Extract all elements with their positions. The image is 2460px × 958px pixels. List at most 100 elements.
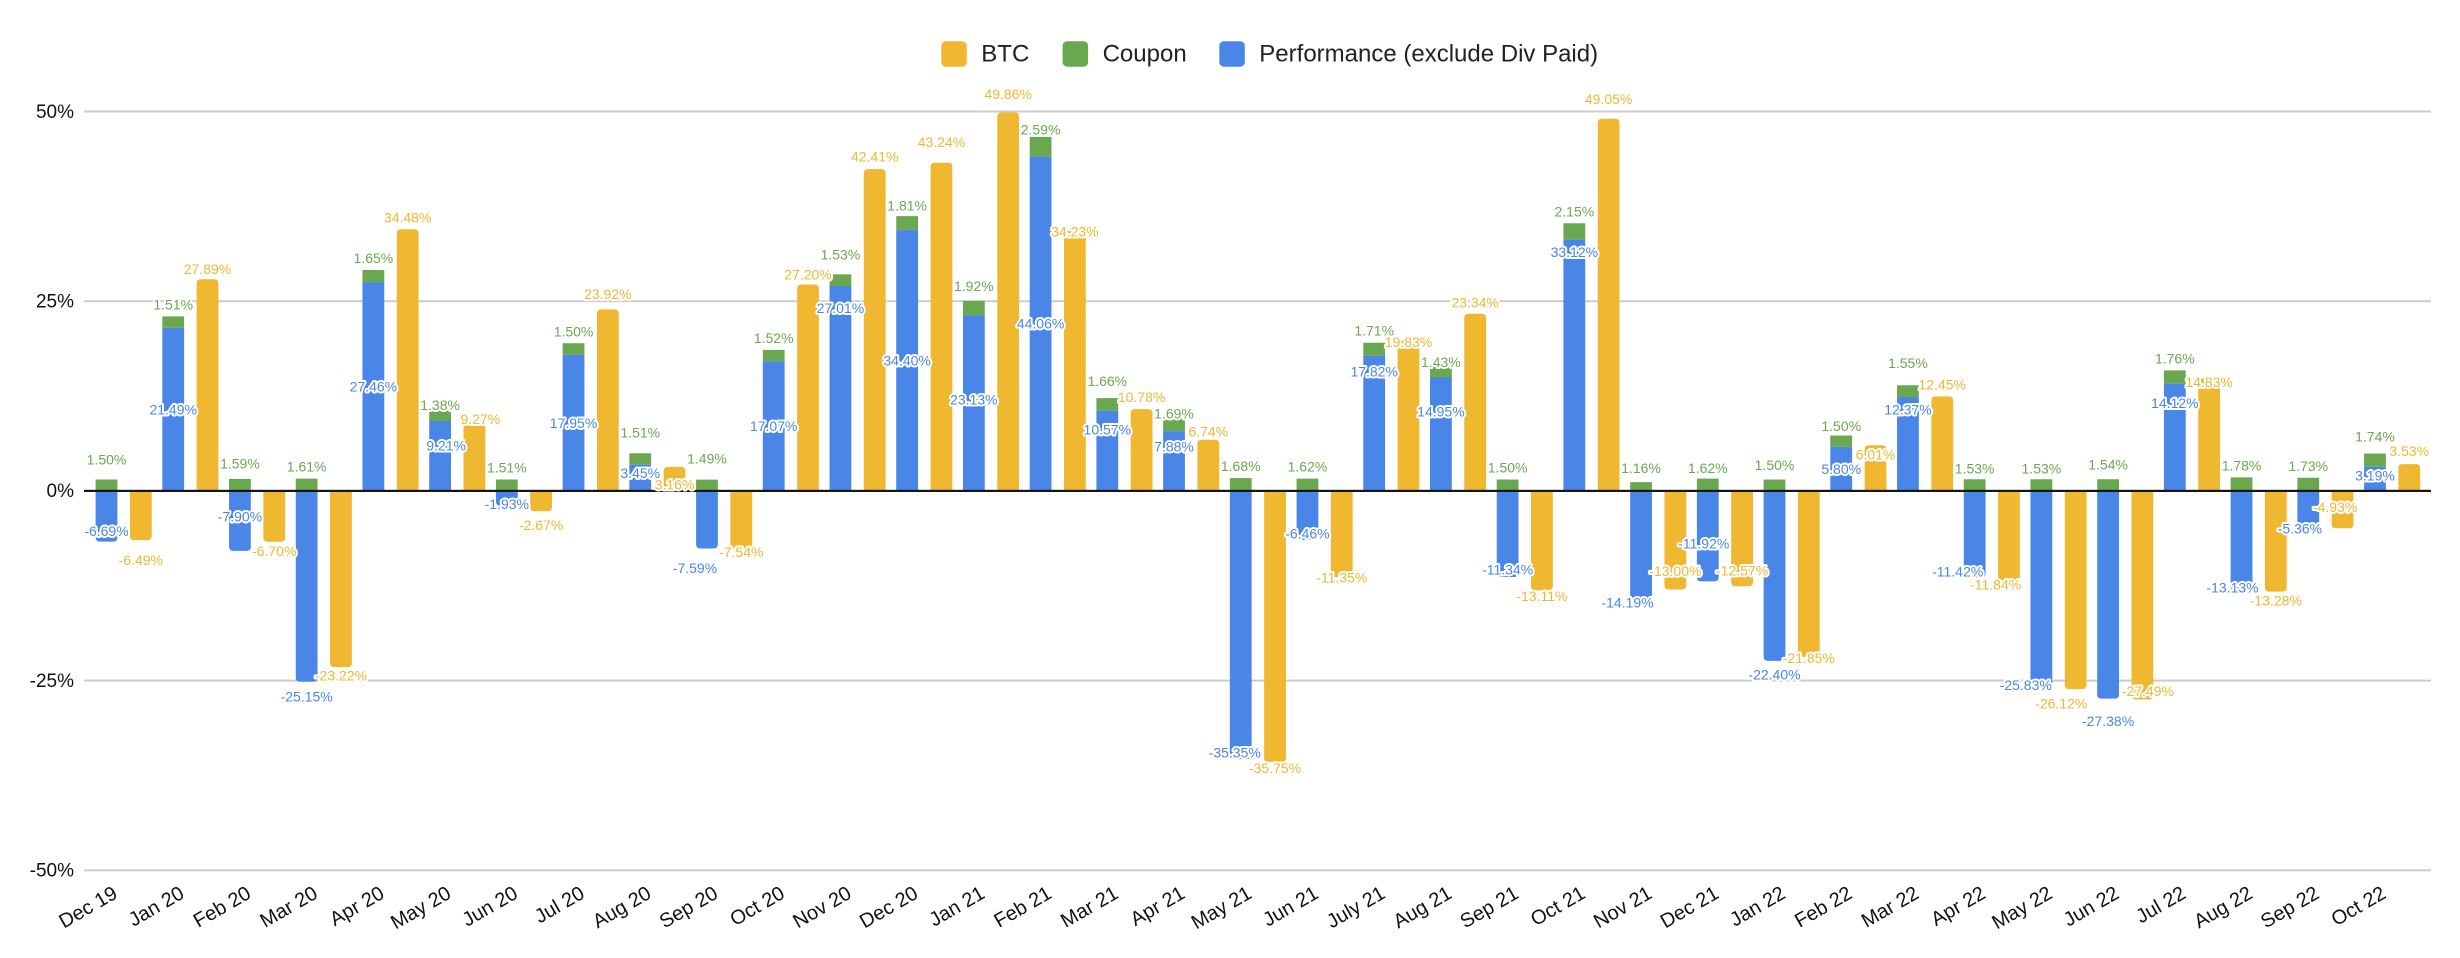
svg-text:Coupon: Coupon — [1103, 40, 1187, 67]
svg-text:1.52%: 1.52% — [754, 330, 794, 346]
svg-text:-25.83%: -25.83% — [2000, 677, 2052, 693]
svg-text:1.54%: 1.54% — [2088, 457, 2128, 473]
svg-text:-2.67%: -2.67% — [519, 517, 563, 533]
svg-text:19.83%: 19.83% — [1385, 334, 1432, 350]
svg-text:-4.93%: -4.93% — [2313, 499, 2357, 515]
svg-text:34.23%: 34.23% — [1051, 224, 1098, 240]
svg-text:1.78%: 1.78% — [2222, 458, 2262, 474]
svg-text:-7.90%: -7.90% — [218, 508, 262, 524]
svg-text:1.49%: 1.49% — [687, 451, 727, 467]
svg-text:1.51%: 1.51% — [620, 425, 660, 441]
svg-text:27.89%: 27.89% — [184, 261, 231, 277]
svg-text:6.74%: 6.74% — [1188, 423, 1228, 439]
svg-text:1.62%: 1.62% — [1288, 459, 1328, 475]
svg-text:-6.70%: -6.70% — [252, 543, 296, 559]
svg-text:44.06%: 44.06% — [1017, 316, 1064, 332]
svg-text:1.55%: 1.55% — [1888, 355, 1928, 371]
svg-text:-11.35%: -11.35% — [1316, 570, 1367, 586]
svg-text:-25.15%: -25.15% — [281, 688, 333, 704]
svg-text:1.50%: 1.50% — [1821, 418, 1861, 434]
svg-text:-13.28%: -13.28% — [2250, 593, 2302, 609]
svg-text:-7.59%: -7.59% — [673, 560, 717, 576]
svg-text:49.86%: 49.86% — [984, 86, 1031, 102]
svg-text:1.50%: 1.50% — [554, 323, 594, 339]
svg-text:17.95%: 17.95% — [550, 415, 597, 431]
svg-text:34.40%: 34.40% — [883, 352, 930, 368]
svg-text:6.01%: 6.01% — [1856, 447, 1896, 463]
svg-text:-11.42%: -11.42% — [1932, 563, 1983, 579]
svg-text:-11.34%: -11.34% — [1482, 562, 1533, 578]
svg-text:-6.49%: -6.49% — [119, 552, 163, 568]
svg-text:-27.49%: -27.49% — [2122, 683, 2174, 699]
svg-text:23.92%: 23.92% — [584, 286, 631, 302]
svg-text:17.07%: 17.07% — [750, 418, 797, 434]
svg-text:1.76%: 1.76% — [2155, 350, 2195, 366]
svg-text:-6.69%: -6.69% — [84, 523, 128, 539]
svg-text:3.53%: 3.53% — [2389, 443, 2429, 459]
svg-text:1.68%: 1.68% — [1221, 458, 1261, 474]
svg-text:7.88%: 7.88% — [1154, 438, 1194, 454]
svg-text:1.50%: 1.50% — [87, 451, 127, 467]
svg-text:1.62%: 1.62% — [1688, 460, 1728, 476]
svg-text:12.37%: 12.37% — [1884, 402, 1931, 418]
svg-text:17.82%: 17.82% — [1350, 364, 1397, 380]
svg-text:5.80%: 5.80% — [1821, 461, 1861, 477]
svg-text:-1.93%: -1.93% — [485, 496, 529, 512]
svg-text:-22.40%: -22.40% — [1748, 667, 1800, 683]
svg-text:-25%: -25% — [30, 671, 74, 692]
svg-text:1.74%: 1.74% — [2355, 429, 2395, 445]
svg-text:27.01%: 27.01% — [817, 300, 864, 316]
svg-text:34.48%: 34.48% — [384, 209, 431, 225]
svg-text:-27.38%: -27.38% — [2082, 713, 2134, 729]
svg-text:33.12%: 33.12% — [1551, 244, 1598, 260]
svg-text:25%: 25% — [36, 292, 74, 313]
svg-text:1.69%: 1.69% — [1154, 406, 1194, 422]
svg-text:12.45%: 12.45% — [1918, 376, 1965, 392]
svg-text:-5.36%: -5.36% — [2278, 521, 2322, 537]
svg-text:2.59%: 2.59% — [1021, 121, 1061, 137]
svg-text:21.49%: 21.49% — [149, 401, 196, 417]
svg-text:2.15%: 2.15% — [1554, 203, 1594, 219]
svg-text:0%: 0% — [47, 481, 75, 502]
svg-text:3.19%: 3.19% — [2355, 468, 2395, 484]
svg-text:23.13%: 23.13% — [950, 392, 997, 408]
svg-text:1.53%: 1.53% — [1955, 461, 1995, 477]
svg-text:-23.22%: -23.22% — [315, 668, 367, 684]
svg-text:49.05%: 49.05% — [1585, 91, 1632, 107]
svg-text:-21.85%: -21.85% — [1783, 650, 1835, 666]
svg-text:1.73%: 1.73% — [2288, 458, 2328, 474]
svg-text:1.71%: 1.71% — [1354, 323, 1394, 339]
svg-text:14.12%: 14.12% — [2151, 395, 2198, 411]
svg-text:-14.19%: -14.19% — [1601, 595, 1653, 611]
svg-text:43.24%: 43.24% — [918, 134, 965, 150]
svg-text:1.66%: 1.66% — [1087, 373, 1127, 389]
svg-text:-13.13%: -13.13% — [2206, 580, 2258, 596]
svg-text:9.27%: 9.27% — [461, 411, 501, 427]
svg-text:1.92%: 1.92% — [954, 278, 994, 294]
svg-text:23.34%: 23.34% — [1451, 295, 1498, 311]
svg-text:1.16%: 1.16% — [1621, 460, 1661, 476]
svg-text:1.38%: 1.38% — [420, 397, 460, 413]
svg-text:27.46%: 27.46% — [350, 379, 397, 395]
svg-text:BTC: BTC — [981, 40, 1029, 67]
svg-text:1.51%: 1.51% — [153, 296, 193, 312]
svg-text:-26.12%: -26.12% — [2035, 696, 2087, 712]
svg-text:1.50%: 1.50% — [1488, 460, 1528, 476]
svg-text:14.95%: 14.95% — [1417, 403, 1464, 419]
svg-text:-35.35%: -35.35% — [1209, 745, 1261, 761]
svg-text:-35.75%: -35.75% — [1249, 760, 1301, 776]
svg-text:-13.00%: -13.00% — [1649, 563, 1701, 579]
svg-text:1.59%: 1.59% — [220, 456, 260, 472]
svg-text:50%: 50% — [36, 102, 74, 123]
svg-text:1.61%: 1.61% — [287, 459, 327, 475]
svg-text:1.50%: 1.50% — [1755, 457, 1795, 473]
svg-text:1.65%: 1.65% — [354, 250, 394, 266]
svg-text:3.16%: 3.16% — [655, 477, 695, 493]
svg-text:-7.54%: -7.54% — [719, 544, 763, 560]
svg-text:9.21%: 9.21% — [426, 438, 466, 454]
svg-text:-6.46%: -6.46% — [1285, 526, 1329, 542]
svg-text:-12.57%: -12.57% — [1716, 563, 1768, 579]
svg-text:Performance (exclude Div Paid): Performance (exclude Div Paid) — [1259, 40, 1598, 67]
svg-text:1.53%: 1.53% — [2022, 461, 2062, 477]
svg-text:1.43%: 1.43% — [1421, 354, 1461, 370]
